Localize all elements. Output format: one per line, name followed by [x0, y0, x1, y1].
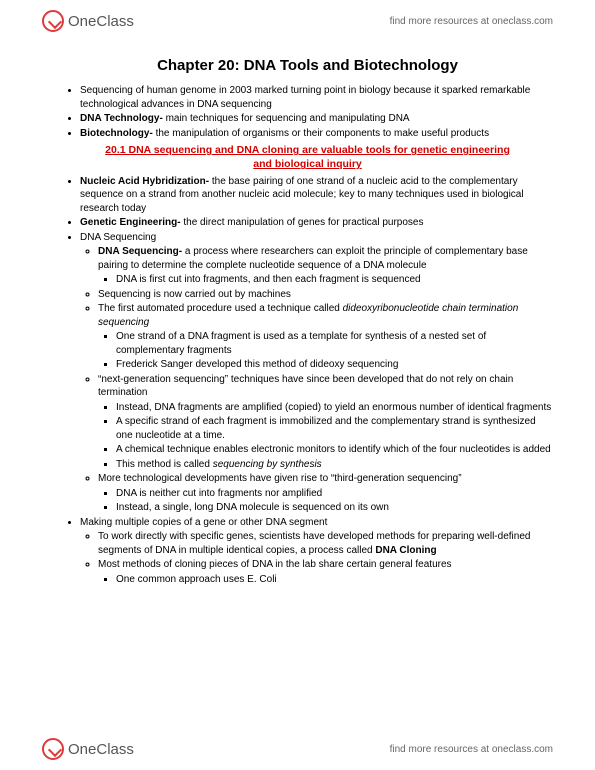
- section-list: Nucleic Acid Hybridization- the base pai…: [62, 175, 553, 587]
- list-item: This method is called sequencing by synt…: [116, 458, 553, 472]
- list-item: A chemical technique enables electronic …: [116, 443, 553, 457]
- list-item: DNA Sequencing- a process where research…: [98, 245, 553, 287]
- brand-text: OneClass: [68, 741, 134, 758]
- list-item: Instead, a single, long DNA molecule is …: [116, 501, 553, 515]
- list-item: Most methods of cloning pieces of DNA in…: [98, 558, 553, 586]
- list-item: Making multiple copies of a gene or othe…: [80, 516, 553, 587]
- intro-list: Sequencing of human genome in 2003 marke…: [62, 84, 553, 140]
- list-item: One common approach uses E. Coli: [116, 573, 553, 587]
- list-item: DNA is first cut into fragments, and the…: [116, 273, 553, 287]
- list-item: Biotechnology- the manipulation of organ…: [80, 127, 553, 141]
- brand-text: OneClass: [68, 13, 134, 30]
- list-item: DNA Sequencing DNA Sequencing- a process…: [80, 231, 553, 515]
- page-footer: OneClass find more resources at oneclass…: [0, 728, 595, 770]
- chapter-title: Chapter 20: DNA Tools and Biotechnology: [62, 56, 553, 76]
- list-item: “next-generation sequencing” techniques …: [98, 373, 553, 472]
- list-item: More technological developments have giv…: [98, 472, 553, 515]
- list-item: DNA is neither cut into fragments nor am…: [116, 487, 553, 501]
- list-item: Frederick Sanger developed this method o…: [116, 358, 553, 372]
- logo-icon: [42, 10, 64, 32]
- list-item: To work directly with specific genes, sc…: [98, 530, 553, 557]
- list-item: The first automated procedure used a tec…: [98, 302, 553, 372]
- brand-logo: OneClass: [42, 10, 134, 32]
- header-tagline: find more resources at oneclass.com: [390, 16, 553, 27]
- list-item: One strand of a DNA fragment is used as …: [116, 330, 553, 357]
- list-item: DNA Technology- main techniques for sequ…: [80, 112, 553, 126]
- logo-icon: [42, 738, 64, 760]
- section-heading: 20.1 DNA sequencing and DNA cloning are …: [62, 143, 553, 171]
- list-item: Instead, DNA fragments are amplified (co…: [116, 401, 553, 415]
- footer-tagline: find more resources at oneclass.com: [390, 744, 553, 755]
- list-item: A specific strand of each fragment is im…: [116, 415, 553, 442]
- list-item: Nucleic Acid Hybridization- the base pai…: [80, 175, 553, 216]
- list-item: Genetic Engineering- the direct manipula…: [80, 216, 553, 230]
- page-header: OneClass find more resources at oneclass…: [0, 0, 595, 42]
- document-body: Chapter 20: DNA Tools and Biotechnology …: [62, 56, 553, 724]
- list-item: Sequencing is now carried out by machine…: [98, 288, 553, 302]
- list-item: Sequencing of human genome in 2003 marke…: [80, 84, 553, 111]
- brand-logo: OneClass: [42, 738, 134, 760]
